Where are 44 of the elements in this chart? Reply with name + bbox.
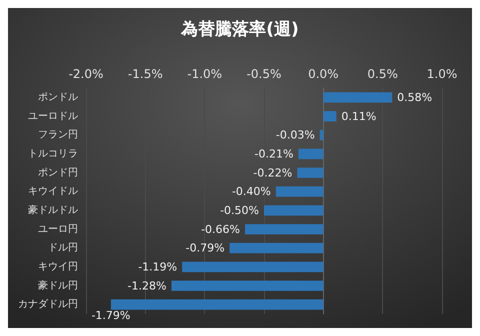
bar <box>264 205 324 216</box>
data-label: -0.21% <box>254 147 294 160</box>
bar <box>171 280 324 291</box>
data-label: -0.79% <box>186 242 225 255</box>
y-tick-label: ユーロドル <box>28 110 78 122</box>
y-tick-label: ポンドル <box>38 92 78 103</box>
data-label: -0.66% <box>201 222 240 236</box>
bar <box>320 130 324 140</box>
x-tick-label: -1.0% <box>187 67 222 81</box>
y-tick-label: フラン円 <box>38 130 78 141</box>
data-label: -0.03% <box>276 128 315 142</box>
y-tick-label: ユーロ円 <box>38 224 78 235</box>
data-label: 0.58% <box>397 90 432 104</box>
y-tick-label: ドル円 <box>48 242 78 254</box>
data-label: -1.19% <box>138 260 178 274</box>
y-tick-label: キウイ円 <box>38 261 78 272</box>
bar <box>245 224 324 234</box>
bar <box>182 262 324 272</box>
x-tick-label: -1.5% <box>128 67 163 81</box>
y-tick-label: ポンド円 <box>38 167 78 178</box>
x-tick-label: -2.0% <box>68 67 104 81</box>
bar <box>323 92 392 103</box>
chart-title: 為替騰落率(週) <box>180 20 299 40</box>
y-tick-label: 豪ドルドル <box>28 204 78 216</box>
data-label: 0.11% <box>341 110 376 123</box>
bar <box>297 168 324 178</box>
y-tick-label: キウイドル <box>28 186 78 198</box>
data-label: -1.28% <box>128 279 166 292</box>
bar <box>323 111 336 122</box>
bar <box>276 186 324 197</box>
x-tick-label: 0.5% <box>367 67 398 81</box>
data-label: -0.40% <box>232 185 271 198</box>
data-label: -0.50% <box>220 204 259 217</box>
x-tick-label: 0.0% <box>308 67 339 81</box>
y-tick-label: 豪ドル円 <box>38 279 78 292</box>
x-tick-label: 1.0% <box>426 67 458 81</box>
x-tick-label: -0.5% <box>246 67 282 81</box>
bar <box>230 242 324 254</box>
data-label: -0.22% <box>253 166 292 180</box>
data-label: -1.79% <box>91 308 130 322</box>
y-tick-label: トルコリラ <box>28 148 78 160</box>
y-tick-label: カナダドル円 <box>18 298 78 310</box>
bar <box>110 299 324 310</box>
bar <box>298 148 324 160</box>
